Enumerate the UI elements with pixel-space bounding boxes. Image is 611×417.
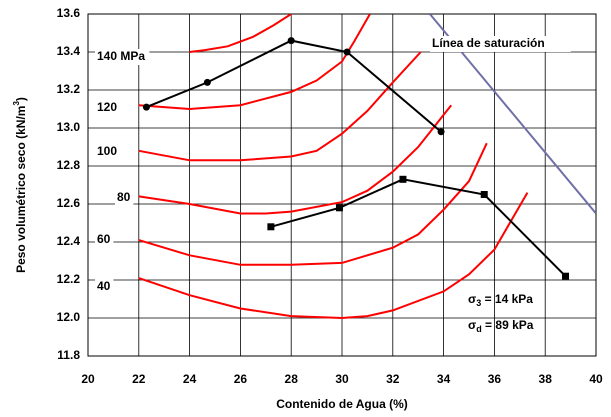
annotation-symbol: σ: [468, 318, 476, 332]
label-bg: [95, 49, 150, 65]
series-label: 100: [97, 144, 117, 158]
label-bg: [115, 190, 134, 206]
plot-border: [87, 13, 597, 357]
series-line: [138, 104, 453, 215]
series-line: [138, 192, 529, 320]
x-tick-label: 22: [132, 372, 146, 386]
series-label: 80: [117, 190, 131, 204]
point: [287, 37, 295, 45]
series-line: [146, 39, 442, 133]
annotation-sub: d: [476, 324, 482, 334]
point: [203, 78, 211, 86]
x-tick-label: 40: [589, 372, 603, 386]
label-bg: [430, 36, 571, 52]
x-axis-label: Contenido de Agua (%): [276, 397, 408, 411]
point: [343, 48, 351, 56]
x-tick-label: 24: [183, 372, 197, 386]
point: [142, 103, 150, 111]
annotation-text: = 14 kPa: [481, 292, 533, 306]
x-tick-label: 26: [234, 372, 248, 386]
y-tick-label: 13.4: [57, 44, 81, 58]
annotation: σd = 89 kPa: [468, 318, 534, 334]
y-tick-label: 12.0: [57, 310, 81, 324]
x-tick-label: 36: [488, 372, 502, 386]
point: [562, 272, 570, 280]
series-line: [138, 14, 371, 111]
y-tick-label: 11.8: [57, 348, 80, 362]
x-tick-label: 20: [81, 372, 95, 386]
label-bg: [95, 144, 121, 160]
annotation: σ3 = 14 kPa: [468, 292, 533, 308]
annotation-symbol: σ: [468, 292, 476, 306]
series-label: 120: [97, 100, 117, 114]
y-axis-label-end: ): [14, 97, 28, 101]
x-tick-label: 28: [285, 372, 299, 386]
y-tick-label: 13.0: [57, 120, 81, 134]
label-bg: [95, 279, 114, 295]
series-label: 60: [97, 232, 111, 246]
y-tick-label: 12.8: [57, 158, 81, 172]
annotation-text: = 89 kPa: [482, 318, 534, 332]
point: [267, 223, 275, 231]
point: [335, 204, 343, 212]
x-tick-label: 34: [437, 372, 451, 386]
series-label: 40: [97, 279, 111, 293]
y-tick-label: 12.6: [57, 196, 81, 210]
series-line: [270, 178, 567, 277]
y-tick-label: 13.2: [57, 82, 81, 96]
series-line: [189, 14, 292, 53]
x-tick-label: 38: [539, 372, 553, 386]
point: [399, 175, 407, 183]
series-label: Línea de saturación: [432, 36, 545, 50]
label-bg: [95, 232, 114, 248]
y-axis-label-text: Peso volumétrico seco (kN/m: [14, 106, 28, 273]
x-tick-label: 30: [335, 372, 349, 386]
y-axis-label: Peso volumétrico seco (kN/m3): [12, 97, 28, 273]
annotation-sub: 3: [476, 298, 481, 308]
y-axis-label-sup: 3: [12, 101, 21, 106]
point: [480, 191, 488, 198]
y-tick-label: 12.2: [57, 272, 81, 286]
x-tick-label: 32: [386, 372, 400, 386]
y-tick-label: 12.4: [57, 234, 81, 248]
y-tick-label: 13.6: [57, 6, 81, 20]
point: [437, 128, 445, 136]
label-bg: [95, 100, 121, 116]
series-label: 140 MPa: [97, 49, 145, 63]
series-line: [138, 51, 422, 162]
series-line: [138, 142, 488, 266]
